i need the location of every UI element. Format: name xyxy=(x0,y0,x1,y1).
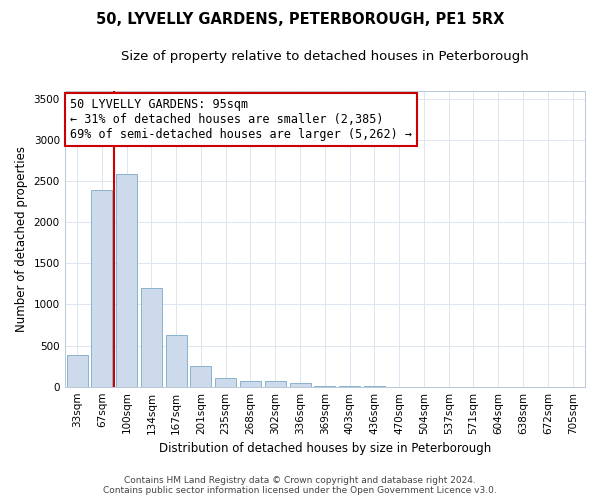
Text: 50 LYVELLY GARDENS: 95sqm
← 31% of detached houses are smaller (2,385)
69% of se: 50 LYVELLY GARDENS: 95sqm ← 31% of detac… xyxy=(70,98,412,141)
Bar xyxy=(166,335,187,386)
Bar xyxy=(91,190,112,386)
Text: 50, LYVELLY GARDENS, PETERBOROUGH, PE1 5RX: 50, LYVELLY GARDENS, PETERBOROUGH, PE1 5… xyxy=(96,12,504,28)
Bar xyxy=(190,366,211,386)
Bar xyxy=(67,354,88,386)
Bar xyxy=(290,382,311,386)
Bar xyxy=(240,380,261,386)
Bar xyxy=(141,288,162,386)
Text: Contains HM Land Registry data © Crown copyright and database right 2024.
Contai: Contains HM Land Registry data © Crown c… xyxy=(103,476,497,495)
Bar xyxy=(116,174,137,386)
Title: Size of property relative to detached houses in Peterborough: Size of property relative to detached ho… xyxy=(121,50,529,63)
Y-axis label: Number of detached properties: Number of detached properties xyxy=(15,146,28,332)
Bar xyxy=(215,378,236,386)
Bar xyxy=(265,382,286,386)
X-axis label: Distribution of detached houses by size in Peterborough: Distribution of detached houses by size … xyxy=(159,442,491,455)
